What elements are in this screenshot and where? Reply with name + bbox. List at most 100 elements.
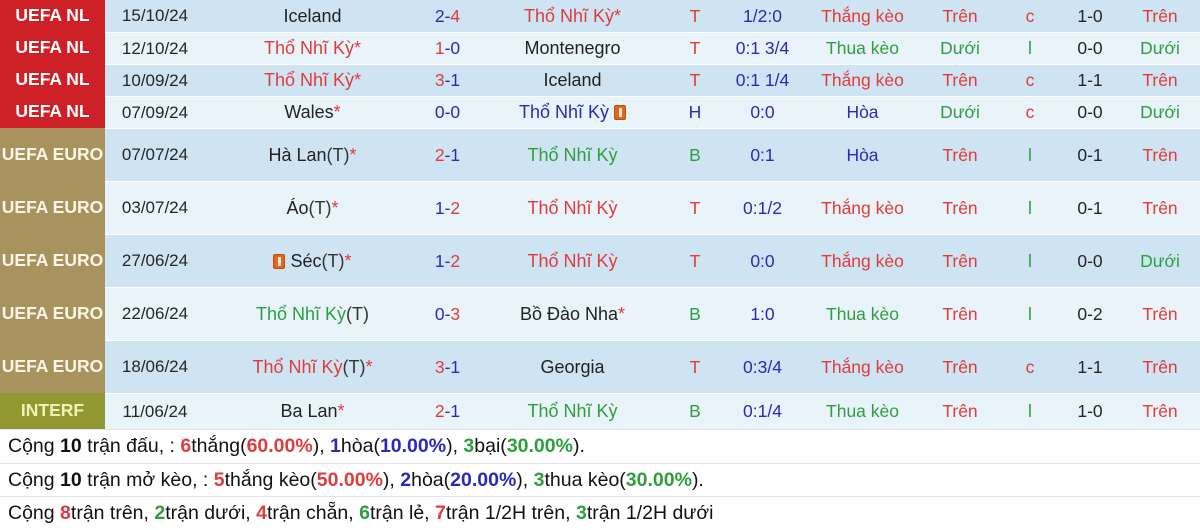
home-team-star: * xyxy=(344,250,352,271)
goals-parity-flag: c xyxy=(1025,5,1035,26)
match-over-under: Trên xyxy=(942,356,978,377)
half-over-under: Dưới xyxy=(1140,102,1180,122)
summary-section: Cộng 10 trận đấu, : 6 thắng(60.00%), 1 hòa… xyxy=(0,429,1200,530)
half-over-under: Trên xyxy=(1142,401,1178,421)
summary-line-handicap: Cộng 10 trận mở kèo, : 5 thắng kèo(50.00%… xyxy=(0,462,1200,497)
home-team: Hà Lan (T) * xyxy=(205,129,420,181)
handicap-odds: 0:1 1/4 xyxy=(735,70,790,90)
handicap-odds: 0:1 3/4 xyxy=(735,38,790,58)
competition-badge: UEFA EURO xyxy=(0,234,105,287)
away-team: Georgia xyxy=(475,341,670,393)
home-team-name: Thổ Nhĩ Kỳ xyxy=(263,70,355,90)
summary-segment: thắng( xyxy=(191,434,247,457)
match-date: 22/06/24 xyxy=(121,304,189,323)
home-goals: 0 xyxy=(434,303,445,324)
home-team: Thổ Nhĩ Kỳ * xyxy=(205,33,420,64)
competition-badge: UEFA EURO xyxy=(0,128,105,181)
away-team: Thổ Nhĩ Kỳ xyxy=(475,235,670,287)
full-time-score: 2-1 xyxy=(420,129,475,181)
summary-segment: 20.00% xyxy=(450,468,517,491)
competition-badge: UEFA NL xyxy=(0,32,105,64)
handicap-result: Thắng kèo xyxy=(821,70,904,90)
match-over-under: Trên xyxy=(942,401,978,421)
handicap-result: Thắng kèo xyxy=(821,5,904,26)
away-goals: 1 xyxy=(450,401,461,421)
score-separator: - xyxy=(444,102,451,122)
half-over-under: Trên xyxy=(1142,144,1178,165)
match-row-body: 07/07/24 Hà Lan (T) * 2-1 Thổ Nhĩ Kỳ xyxy=(105,128,1200,181)
summary-segment: hòa( xyxy=(411,468,451,491)
first-half-score: 0-1 xyxy=(1077,144,1103,165)
away-team: Thổ Nhĩ Kỳ xyxy=(475,97,670,128)
handicap-odds: 0:1/2 xyxy=(743,197,782,218)
match-date: 07/07/24 xyxy=(121,145,189,164)
summary-segment: 6 xyxy=(180,434,192,457)
match-row: UEFA NL 15/10/24 Iceland 2-4 xyxy=(0,0,1200,32)
away-goals: 1 xyxy=(450,144,461,165)
competition-badge: INTERF xyxy=(0,393,105,429)
red-card-icon xyxy=(614,105,627,120)
score-separator: - xyxy=(444,70,451,90)
home-team: Wales * xyxy=(205,97,420,128)
score-separator: - xyxy=(444,144,451,165)
home-team-name: Hà Lan xyxy=(268,144,327,165)
summary-segment: 60.00% xyxy=(246,434,313,457)
home-team-name: Iceland xyxy=(283,5,342,26)
home-goals: 3 xyxy=(434,356,445,377)
handicap-result: Thắng kèo xyxy=(821,197,904,218)
away-goals: 1 xyxy=(450,356,461,377)
match-row: UEFA NL 07/09/24 Wales * 0-0 xyxy=(0,96,1200,128)
match-row: UEFA EURO 27/06/24 Séc (T) * 1-2 xyxy=(0,234,1200,287)
competition-badge: UEFA NL xyxy=(0,64,105,96)
summary-segment: 3 xyxy=(533,468,545,491)
match-row: UEFA EURO 22/06/24 Thổ Nhĩ Kỳ (T) 0-3 xyxy=(0,287,1200,340)
result-letter: T xyxy=(689,356,701,377)
summary-segment: 10 xyxy=(60,468,82,491)
match-row: UEFA EURO 18/06/24 Thổ Nhĩ Kỳ (T) * 3-1 xyxy=(0,340,1200,393)
match-date: 18/06/24 xyxy=(121,357,189,376)
match-over-under: Trên xyxy=(942,250,978,271)
home-team: Áo (T) * xyxy=(205,182,420,234)
away-team: Thổ Nhĩ Kỳ xyxy=(475,182,670,234)
competition-badge: UEFA NL xyxy=(0,0,105,32)
home-team-name: Thổ Nhĩ Kỳ xyxy=(255,303,347,324)
summary-segment: 6 xyxy=(359,502,370,525)
handicap-result: Thua kèo xyxy=(826,303,899,324)
summary-segment: ), xyxy=(312,434,331,457)
competition-badge: UEFA EURO xyxy=(0,340,105,393)
match-date: 12/10/24 xyxy=(121,38,189,58)
goals-parity-flag: c xyxy=(1025,102,1035,122)
match-row-body: 03/07/24 Áo (T) * 1-2 Thổ Nhĩ Kỳ xyxy=(105,181,1200,234)
away-team: Thổ Nhĩ Kỳ xyxy=(475,129,670,181)
summary-segment: thua kèo( xyxy=(544,468,626,491)
home-team-name: Wales xyxy=(284,102,334,122)
away-goals: 3 xyxy=(450,303,461,324)
home-team-name: Séc xyxy=(290,250,322,271)
match-over-under: Trên xyxy=(942,5,978,26)
summary-segment: thắng kèo( xyxy=(224,468,317,491)
home-team-suffix: (T) xyxy=(321,250,345,271)
match-row-body: 27/06/24 Séc (T) * 1-2 Thổ Nhĩ Kỳ xyxy=(105,234,1200,287)
full-time-score: 3-1 xyxy=(420,341,475,393)
summary-segment: ). xyxy=(572,434,585,457)
first-half-score: 1-0 xyxy=(1077,5,1103,26)
home-goals: 1 xyxy=(434,38,445,58)
competition-badge: UEFA EURO xyxy=(0,181,105,234)
half-over-under: Trên xyxy=(1142,356,1178,377)
home-goals: 1 xyxy=(434,250,445,271)
away-goals: 4 xyxy=(450,5,461,26)
summary-segment: ). xyxy=(691,468,704,491)
summary-segment: 10.00% xyxy=(379,434,447,457)
away-team-name: Thổ Nhĩ Kỳ xyxy=(527,197,618,218)
summary-segment: 50.00% xyxy=(316,468,383,491)
summary-segment: trận chẵn, xyxy=(266,502,360,525)
match-date: 15/10/24 xyxy=(121,6,189,25)
summary-segment: trận lẻ, xyxy=(369,502,436,525)
match-row-body: 07/09/24 Wales * 0-0 Thổ Nhĩ Kỳ xyxy=(105,96,1200,128)
summary-segment: 7 xyxy=(435,502,446,525)
home-team-star: * xyxy=(365,356,373,377)
home-goals: 1 xyxy=(434,197,445,218)
home-team-name: Thổ Nhĩ Kỳ xyxy=(252,356,343,377)
home-goals: 3 xyxy=(434,70,445,90)
match-date: 10/09/24 xyxy=(121,70,189,90)
